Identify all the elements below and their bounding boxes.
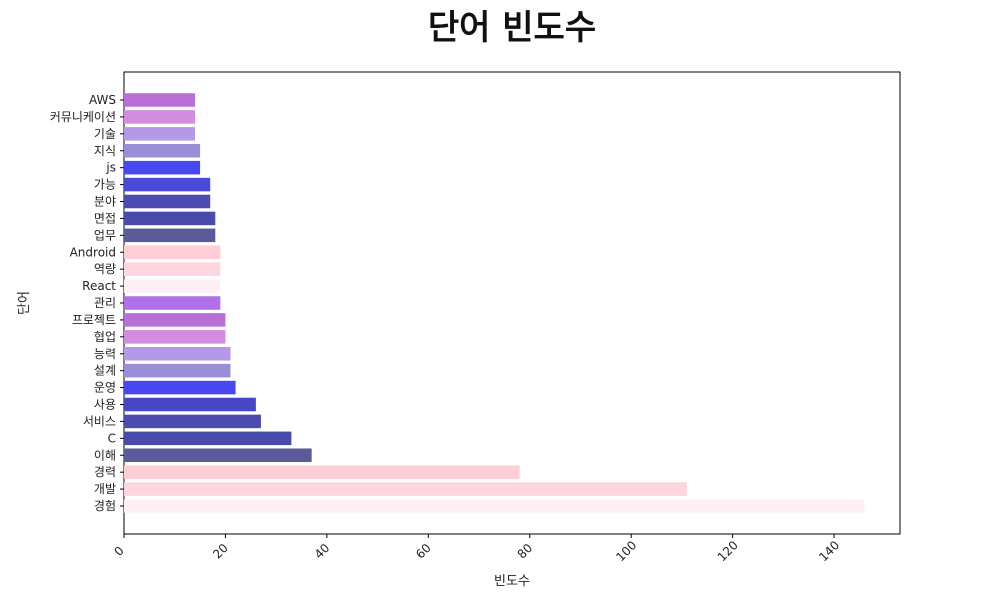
bar — [124, 160, 201, 175]
y-tick-label: 개발 — [94, 482, 116, 496]
bar — [124, 380, 236, 395]
x-tick-label: 140 — [816, 538, 842, 564]
bar — [124, 330, 226, 344]
y-tick-label: 관리 — [94, 296, 116, 310]
y-tick-label: 업무 — [94, 228, 116, 242]
y-tick-label: C — [108, 431, 116, 445]
x-tick-label: 0 — [112, 544, 127, 559]
bar — [124, 482, 687, 496]
y-tick-label: 가능 — [94, 178, 116, 192]
bar — [124, 313, 226, 327]
x-axis-label: 빈도수 — [494, 574, 530, 589]
bar — [124, 228, 216, 243]
bar — [124, 177, 211, 192]
y-tick-label: 역량 — [94, 262, 116, 276]
bar — [124, 279, 221, 293]
x-tick-label: 60 — [413, 541, 434, 562]
bar — [124, 431, 292, 446]
y-tick-label: 지식 — [94, 144, 116, 158]
bar — [124, 397, 256, 412]
y-tick-label: 설계 — [94, 364, 116, 378]
bar — [124, 194, 211, 209]
x-tick-label: 100 — [613, 538, 639, 564]
bar — [124, 127, 196, 141]
y-tick-label: React — [82, 279, 116, 293]
bar — [124, 499, 865, 513]
x-axis: 0 20 40 60 80 100 120 140 — [112, 534, 842, 564]
y-tick-label: AWS — [89, 93, 116, 107]
bar — [124, 262, 221, 276]
plot-area-frame — [123, 71, 901, 535]
bar — [124, 363, 231, 378]
bar — [124, 448, 312, 463]
bar-group — [124, 93, 865, 513]
bar — [124, 296, 221, 310]
bar — [124, 414, 261, 429]
y-tick-label: js — [105, 161, 116, 175]
y-tick-label: 면접 — [94, 211, 116, 225]
x-tick-label: 80 — [515, 541, 536, 562]
chart-title: 단어 빈도수 — [428, 8, 596, 48]
y-tick-label: 분야 — [94, 195, 116, 209]
y-tick-label: 이해 — [94, 448, 116, 462]
y-tick-label: 협업 — [94, 330, 116, 344]
bar — [124, 110, 196, 124]
y-tick-label: Android — [70, 245, 116, 259]
bar — [124, 465, 520, 479]
y-tick-label: 능력 — [94, 347, 116, 361]
x-tick-label: 120 — [715, 538, 741, 564]
y-axis: 경험 개발 경력 이해 C 서비스 사용 운영 설계 능력 협업 프로젝트 관리 React 역량 Andro… — [50, 93, 124, 513]
y-tick-label: 프로젝트 — [72, 313, 116, 327]
bar — [124, 143, 201, 158]
bar — [124, 93, 196, 107]
y-tick-label: 경험 — [94, 499, 116, 513]
y-tick-label: 서비스 — [83, 414, 116, 428]
y-axis-label: 단어 — [17, 291, 32, 315]
bar — [124, 346, 231, 361]
bar — [124, 245, 221, 260]
x-tick-label: 20 — [210, 541, 231, 562]
bar — [124, 211, 216, 226]
y-tick-label: 커뮤니케이션 — [50, 110, 116, 124]
y-tick-label: 기술 — [94, 127, 116, 141]
y-tick-label: 운영 — [94, 381, 116, 395]
x-tick-label: 40 — [312, 541, 333, 562]
y-tick-label: 사용 — [94, 398, 116, 412]
y-tick-label: 경력 — [94, 465, 116, 479]
